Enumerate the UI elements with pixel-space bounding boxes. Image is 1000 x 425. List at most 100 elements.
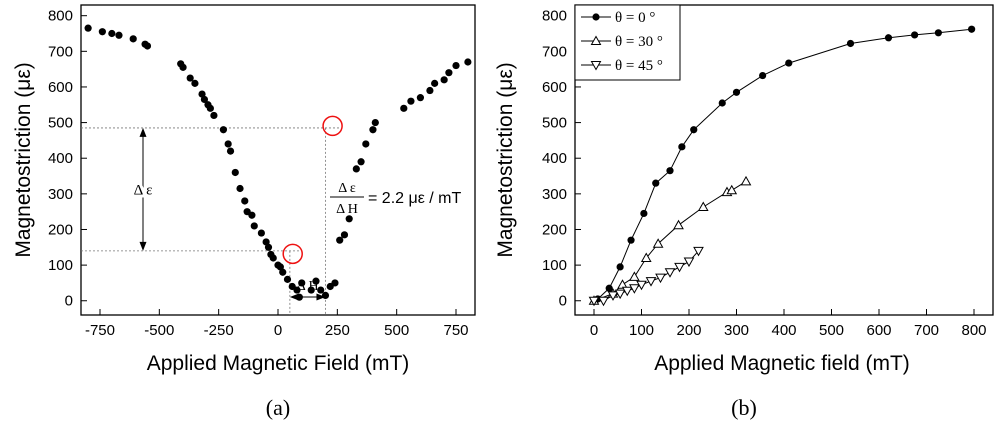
- data-point: [115, 31, 123, 39]
- lower-highlight-circle: [282, 243, 303, 265]
- legend-marker-1: [592, 13, 600, 21]
- data-point: [283, 275, 292, 283]
- series-1-point: [732, 88, 741, 96]
- data-point: [431, 79, 439, 87]
- panel-a-x-tick-label: -500: [144, 322, 174, 339]
- data-point: [279, 268, 287, 276]
- series-2-point: [726, 184, 738, 195]
- data-point: [248, 211, 256, 219]
- data-point: [224, 140, 232, 148]
- slope-numerator: Δ ε: [338, 181, 356, 196]
- slope-denominator: Δ H: [336, 202, 358, 217]
- series-3-point: [655, 273, 666, 284]
- series-1-point: [666, 167, 674, 175]
- series-2-point: [652, 238, 664, 248]
- data-point: [331, 279, 339, 287]
- delta-h-arrowhead-right: [316, 293, 326, 301]
- series-1-point: [846, 39, 855, 48]
- data-point: [298, 279, 306, 287]
- panel-a-x-axis-label: Applied Magnetic Field (mT): [147, 352, 410, 375]
- panel-a-y-tick-label: 800: [48, 8, 73, 25]
- series-1-point: [785, 59, 793, 67]
- panel-b-x-tick-label: 500: [819, 322, 844, 339]
- data-point: [219, 126, 228, 134]
- data-point: [210, 111, 218, 120]
- panel-b-legend: θ = 0 ° θ = 30 ° θ = 45 °: [574, 4, 681, 81]
- panel-a-y-tick-label: 0: [65, 293, 73, 310]
- series-3-point: [636, 280, 647, 291]
- data-point: [336, 236, 344, 244]
- series-3-point: [629, 284, 640, 294]
- panel-b: 0 100 200 300 400 500 600 700 800 0 100 200 300 400 50…: [494, 4, 994, 420]
- legend-marker-3: [590, 61, 602, 71]
- series-1-point: [718, 99, 726, 107]
- data-point: [400, 104, 408, 112]
- panel-b-y-tick-label: 400: [542, 150, 567, 167]
- data-point: [345, 215, 353, 223]
- data-point: [307, 286, 315, 294]
- panel-a-x-tick-label: -250: [204, 322, 234, 339]
- panel-b-y-tick-label: 500: [542, 115, 567, 132]
- panel-b-y-axis-label: Magnetostriction (με): [494, 62, 517, 257]
- series-1-point: [627, 236, 635, 244]
- series-3-point: [614, 289, 626, 300]
- legend-label-2: θ = 30 °: [615, 34, 663, 50]
- data-point: [352, 165, 360, 173]
- data-point: [295, 293, 303, 301]
- legend-label-3: θ = 45 °: [615, 58, 663, 74]
- series-1-point: [911, 31, 919, 39]
- panel-b-x-tick-label: 100: [629, 322, 654, 339]
- series-2-point: [640, 252, 652, 262]
- series-line-2: [593, 180, 747, 302]
- panel-a-y-tick-label: 300: [48, 186, 73, 203]
- series-1-point: [640, 209, 648, 218]
- series-1-point: [934, 29, 942, 37]
- panel-a-y-tick-label: 400: [48, 150, 73, 167]
- series-3-point: [598, 296, 609, 307]
- data-point: [191, 79, 199, 87]
- series-3-point: [588, 296, 600, 307]
- panel-a-annotations: Δ εΔ HΔ εΔ H= 2.2 με / mT: [81, 115, 461, 315]
- series-1-point: [968, 25, 976, 33]
- series-2-point: [740, 175, 752, 186]
- panel-a-y-axis-label: Magnetostriction (με): [12, 62, 35, 257]
- data-point: [440, 76, 448, 84]
- series-1-point: [605, 284, 613, 292]
- data-point: [426, 86, 434, 95]
- legend-marker-2: [590, 35, 602, 45]
- legend-label-1: θ = 0 °: [615, 10, 655, 26]
- data-point: [293, 286, 301, 294]
- data-point: [186, 74, 194, 82]
- panel-b-x-tick-label: 800: [961, 322, 986, 339]
- panel-a-y-tick-label: 600: [48, 79, 73, 96]
- data-point: [269, 254, 277, 262]
- data-point: [321, 291, 330, 300]
- data-point: [257, 229, 265, 237]
- panel-b-x-tick-label: 700: [914, 322, 939, 339]
- panel-b-x-tick-label: 600: [866, 322, 891, 339]
- data-point: [407, 97, 415, 105]
- panel-a-y-tick-label: 200: [48, 221, 73, 238]
- data-point: [340, 231, 349, 239]
- panel-a-x-tick-label: -750: [85, 322, 115, 339]
- series-3-point: [693, 246, 704, 257]
- data-point: [464, 58, 472, 66]
- series-3-point: [683, 257, 695, 268]
- panel-a-y-tick-label: 700: [48, 43, 73, 60]
- series-3-point: [645, 277, 657, 287]
- data-point: [129, 35, 137, 43]
- data-point: [250, 222, 258, 230]
- data-point: [200, 95, 209, 104]
- series-3-point: [607, 291, 619, 301]
- panel-a-caption: (a): [266, 395, 290, 420]
- data-point: [369, 126, 377, 134]
- panel-b-caption: (b): [731, 395, 757, 420]
- data-point: [312, 277, 320, 285]
- panel-a: -750 -500 -250 0 250 500 750 0 100 200 300 400 500 60…: [12, 4, 476, 420]
- panel-b-x-tick-label: 200: [676, 322, 701, 339]
- delta-epsilon-arrowhead-up: [139, 127, 147, 137]
- delta-epsilon-arrowhead-down: [139, 241, 147, 251]
- panel-b-y-tick-label: 200: [542, 221, 567, 238]
- series-1-point: [690, 126, 698, 134]
